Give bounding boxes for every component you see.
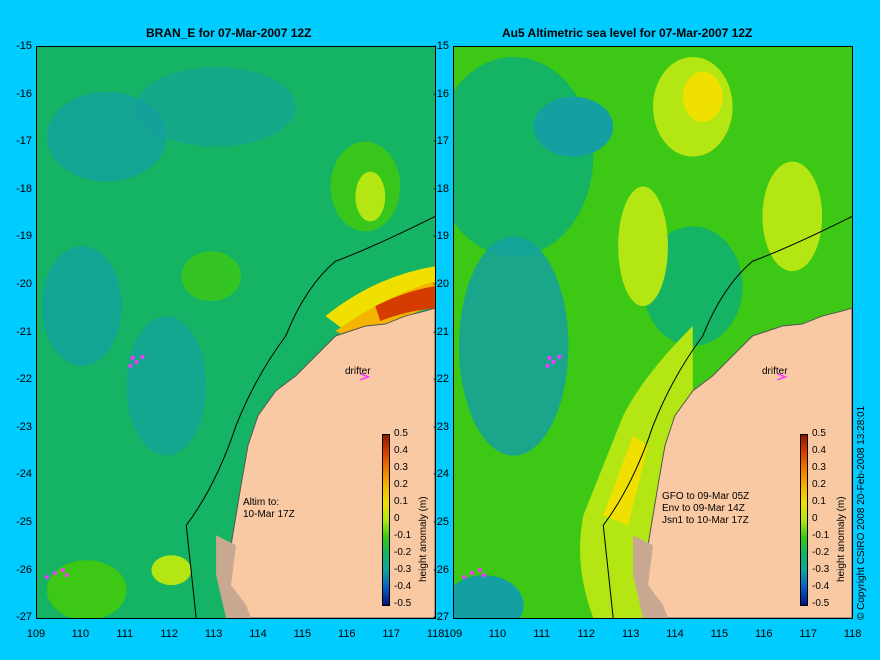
longitude-tick-label: 112 xyxy=(160,628,178,640)
latitude-tick-label: -15 xyxy=(16,40,32,52)
right-drifter-label: drifter xyxy=(762,366,788,377)
left-map-plot xyxy=(36,46,436,619)
latitude-tick-label: -22 xyxy=(16,373,32,386)
latitude-tick-label: -25 xyxy=(433,516,449,528)
colorbar-tick-label: -0.5 xyxy=(812,598,830,609)
latitude-tick-label: -20 xyxy=(16,278,32,290)
colorbar-tick-label: 0.5 xyxy=(394,428,408,439)
latitude-tick-label: -17 xyxy=(16,135,32,148)
latitude-tick-label: -16 xyxy=(16,87,32,100)
colorbar-tick-label: 0.3 xyxy=(394,462,408,473)
colorbar-tick-label: 0.1 xyxy=(812,496,826,507)
latitude-tick-label: -17 xyxy=(433,135,449,148)
colorbar-title: height anomaly (m) xyxy=(418,496,429,582)
colorbar-tick-label: 0.2 xyxy=(812,479,826,490)
latitude-tick-label: -24 xyxy=(16,468,32,481)
longitude-tick-label: 113 xyxy=(204,628,223,640)
colorbar-tick-label: 0.1 xyxy=(394,496,408,507)
left-map-title: BRAN_E for 07-Mar-2007 12Z xyxy=(146,26,312,40)
colorbar-tick-label: 0.2 xyxy=(394,479,408,490)
longitude-tick-label: 109 xyxy=(443,628,463,640)
longitude-tick-label: 115 xyxy=(710,628,729,640)
latitude-tick-label: -21 xyxy=(433,325,449,338)
longitude-tick-label: 118 xyxy=(843,628,862,640)
colorbar-title: height anomaly (m) xyxy=(836,496,847,582)
longitude-tick-label: 110 xyxy=(488,628,507,640)
colorbar-tick-label: -0.5 xyxy=(394,598,412,609)
colorbar-tick-label: 0 xyxy=(812,513,818,524)
colorbar-tick-label: -0.3 xyxy=(812,564,830,575)
colorbar-tick-label: -0.1 xyxy=(394,530,412,541)
latitude-tick-label: -18 xyxy=(16,182,32,195)
colorbar-tick-label: 0.4 xyxy=(812,445,826,456)
colorbar-gradient xyxy=(382,434,390,606)
longitude-tick-label: 117 xyxy=(382,628,400,640)
longitude-tick-label: 110 xyxy=(71,628,90,640)
colorbar-tick-label: -0.2 xyxy=(394,547,412,558)
colorbar-tick-label: 0 xyxy=(394,513,400,524)
longitude-tick-label: 114 xyxy=(666,628,684,640)
longitude-tick-label: 111 xyxy=(116,628,134,640)
latitude-tick-label: -19 xyxy=(16,230,32,243)
latitude-tick-label: -18 xyxy=(433,182,449,195)
longitude-tick-label: 112 xyxy=(577,628,595,640)
latitude-tick-label: -24 xyxy=(433,468,449,481)
right-map-plot xyxy=(453,46,853,619)
colorbar-tick-label: 0.4 xyxy=(394,445,408,456)
right-map-title: Au5 Altimetric sea level for 07-Mar-2007… xyxy=(502,26,753,40)
colorbar-tick-label: 0.5 xyxy=(812,428,826,439)
longitude-tick-label: 116 xyxy=(755,628,773,640)
colorbar-tick-label: -0.4 xyxy=(812,581,830,592)
latitude-tick-label: -16 xyxy=(433,87,449,100)
latitude-tick-label: -23 xyxy=(16,420,32,433)
longitude-tick-label: 113 xyxy=(621,628,640,640)
latitude-tick-label: -26 xyxy=(16,563,32,576)
colorbar-tick-label: -0.1 xyxy=(812,530,830,541)
latitude-tick-label: -21 xyxy=(16,325,32,338)
longitude-tick-label: 111 xyxy=(533,628,551,640)
colorbar-tick-label: -0.2 xyxy=(812,547,830,558)
left-drifter-label: drifter xyxy=(345,366,371,377)
colorbar-tick-label: -0.3 xyxy=(394,564,412,575)
longitude-tick-label: 117 xyxy=(799,628,817,640)
latitude-tick-label: -19 xyxy=(433,230,449,243)
latitude-tick-label: -25 xyxy=(16,516,32,528)
colorbar-tick-label: -0.4 xyxy=(394,581,412,592)
longitude-tick-label: 118 xyxy=(426,628,445,640)
latitude-tick-label: -23 xyxy=(433,420,449,433)
latitude-tick-label: -27 xyxy=(433,611,449,624)
latitude-tick-label: -15 xyxy=(433,40,449,52)
latitude-tick-label: -26 xyxy=(433,563,449,576)
longitude-tick-label: 114 xyxy=(249,628,267,640)
left-altimetry-note: Altim to: 10-Mar 17Z xyxy=(243,497,295,520)
right-altimetry-note: GFO to 09-Mar 05Z Env to 09-Mar 14Z Jsn1… xyxy=(662,491,750,526)
longitude-tick-label: 109 xyxy=(26,628,46,640)
longitude-tick-label: 115 xyxy=(293,628,312,640)
colorbar-gradient xyxy=(800,434,808,606)
latitude-tick-label: -27 xyxy=(16,611,32,624)
longitude-tick-label: 116 xyxy=(338,628,356,640)
latitude-tick-label: -22 xyxy=(433,373,449,386)
latitude-tick-label: -20 xyxy=(433,278,449,290)
copyright-notice: © Copyright CSIRO 2008 20-Feb-2008 13:28… xyxy=(856,405,867,620)
colorbar-tick-label: 0.3 xyxy=(812,462,826,473)
